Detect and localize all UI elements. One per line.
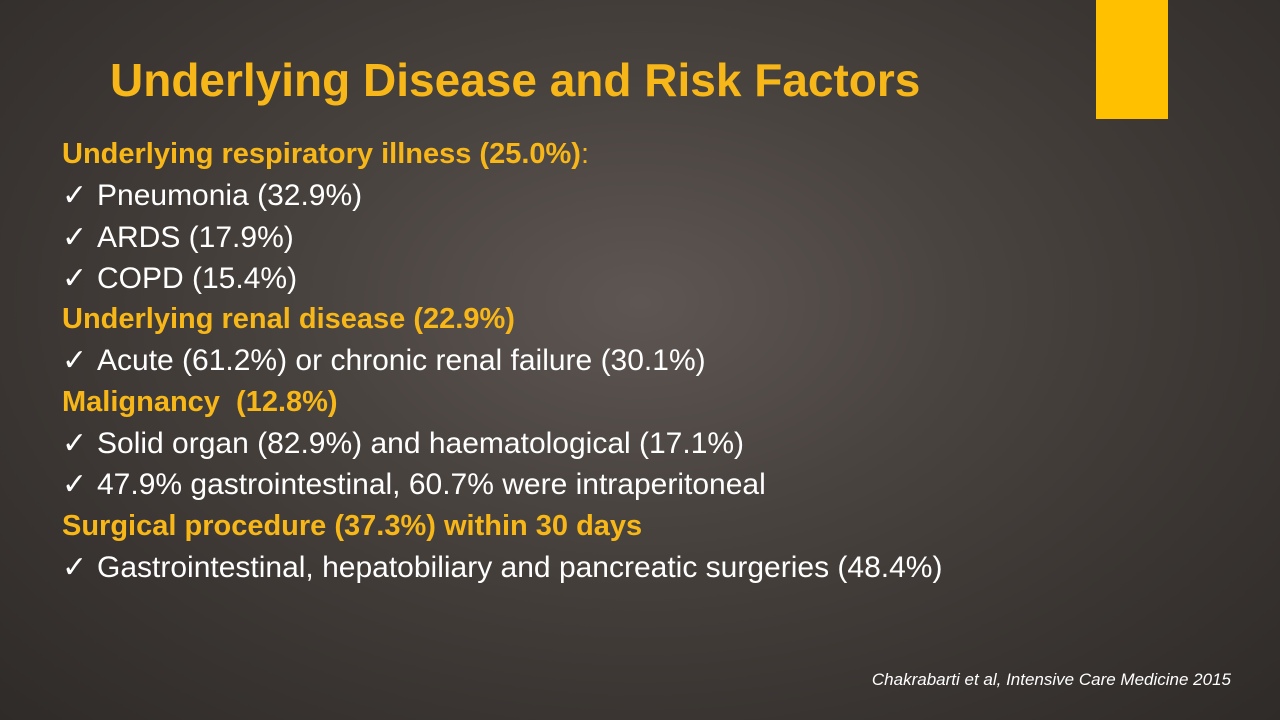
section-heading-text: Underlying renal disease (22.9%) [62,303,515,336]
section-heading-text: Underlying respiratory illness (25.0%) [62,138,581,170]
bullet-item: ✓ 47.9% gastrointestinal, 60.7% were intr… [62,464,1202,505]
checkmark-icon: ✓ [62,261,88,295]
bullet-text: Solid organ (82.9%) and haematological (… [97,427,745,461]
bullet-text: COPD (15.4%) [97,261,298,295]
accent-block [1096,0,1168,119]
section-heading-respiratory: Underlying respiratory illness (25.0%): [62,134,1202,175]
checkmark-icon: ✓ [62,220,88,254]
section-heading-text: Surgical procedure (37.3%) within 30 day… [62,509,643,542]
bullet-item: ✓ Acute (61.2%) or chronic renal failure … [62,340,1202,381]
checkmark-icon: ✓ [62,179,88,213]
bullet-item: ✓ ARDS (17.9%) [62,217,1202,258]
bullet-text: 47.9% gastrointestinal, 60.7% were intra… [97,468,766,502]
slide-title: Underlying Disease and Risk Factors [110,54,921,106]
checkmark-icon: ✓ [62,468,88,502]
checkmark-icon: ✓ [62,344,88,378]
bullet-item: ✓ Pneumonia (32.9%) [62,175,1202,216]
section-heading-malignancy: Malignancy (12.8%) [62,382,1202,423]
bullet-text: Pneumonia (32.9%) [97,179,363,213]
section-heading-surgical: Surgical procedure (37.3%) within 30 day… [62,506,1202,547]
section-heading-renal: Underlying renal disease (22.9%) [62,299,1202,340]
checkmark-icon: ✓ [62,427,88,461]
checkmark-icon: ✓ [62,550,88,584]
bullet-text: Gastrointestinal, hepatobiliary and panc… [97,550,943,584]
bullet-text: Acute (61.2%) or chronic renal failure (… [97,344,706,378]
section-heading-text: Malignancy (12.8%) [62,385,338,418]
bullet-item: ✓ Gastrointestinal, hepatobiliary and pan… [62,547,1202,588]
citation: Chakrabarti et al, Intensive Care Medici… [871,670,1231,689]
bullet-item: ✓ COPD (15.4%) [62,258,1202,299]
heading-colon: : [580,138,590,170]
bullet-text: ARDS (17.9%) [97,220,294,254]
bullet-item: ✓ Solid organ (82.9%) and haematological … [62,423,1202,464]
slide-content: Underlying respiratory illness (25.0%): … [62,134,1202,588]
